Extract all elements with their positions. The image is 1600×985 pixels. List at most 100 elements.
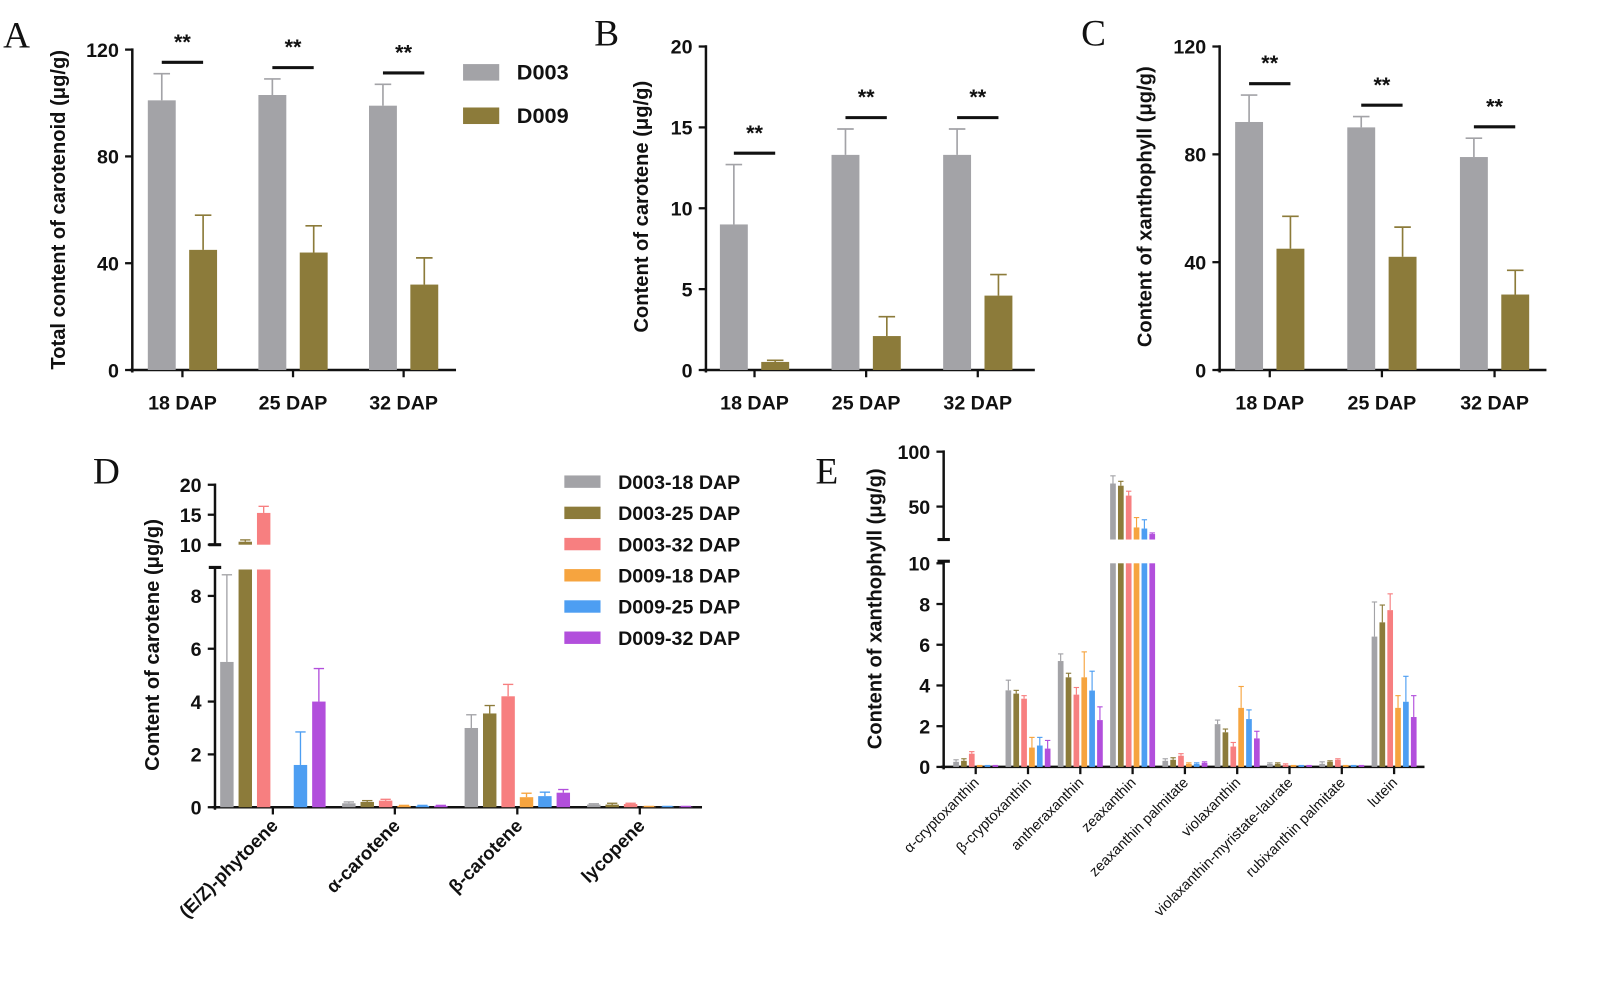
bar-d003-25-dap — [258, 95, 287, 371]
x-tick-label: 32 DAP — [1460, 392, 1529, 414]
significance-label: ** — [395, 40, 412, 65]
bar-d003-18-dap-zeaxanthin — [1110, 483, 1116, 540]
bar-d009-32-dap-zeaxanthin — [1149, 563, 1156, 767]
bar-d003-18-dap-carotene — [342, 803, 356, 808]
x-tick-label: rubixanthin palmitate — [1243, 775, 1349, 881]
bar-d003-32-dap-e-z-phytoene — [256, 512, 271, 545]
bar-d003-25-dap-carotene — [483, 713, 497, 808]
significance-label: ** — [858, 84, 875, 109]
bar-d009-18-dap — [761, 361, 790, 371]
legend-swatch-d009 — [463, 107, 500, 125]
bar-d009-25-dap-lutein — [1403, 701, 1409, 767]
y-axis-title: Content of xanthophyll (μg/g) — [1134, 66, 1156, 347]
bar-d003-32-dap-violaxanthin — [1230, 746, 1237, 767]
legend-swatch-d003-18-dap — [564, 475, 601, 488]
legend-label-d009-25-dap: D009-25 DAP — [618, 597, 740, 619]
y-tick-label: 15 — [671, 118, 693, 140]
bar-d009-32-dap-cryptoxanthin — [992, 765, 999, 767]
bar-d003-18-dap-antheraxanthin — [1057, 661, 1064, 767]
y-tick-label: 2 — [919, 716, 930, 738]
bar-d003-25-dap-cryptoxanthin — [961, 760, 967, 767]
y-tick-label: 2 — [191, 745, 202, 767]
bar-d009-25-dap-e-z-phytoene — [293, 764, 308, 808]
bar-d003-32-dap-e-z-phytoene — [256, 569, 271, 808]
y-tick-label: 80 — [97, 147, 119, 169]
bar-d003-32-dap — [943, 154, 972, 371]
bar-d003-32-dap-zeaxanthin-palmitate — [1178, 755, 1184, 767]
bar-d003-18-dap-zeaxanthin-palmitate — [1162, 760, 1169, 767]
bar-d003-32-dap-antheraxanthin — [1073, 694, 1080, 767]
significance-label: ** — [1486, 93, 1503, 118]
bar-d009-25-dap-carotene — [538, 796, 552, 808]
y-tick-label: 0 — [919, 757, 930, 779]
bar-d003-25-dap-e-z-phytoene — [238, 569, 252, 808]
bar-d003-25-dap-e-z-phytoene — [238, 541, 252, 545]
x-tick-label: zeaxanthin palmitate — [1087, 775, 1192, 880]
bar-d009-18-dap-violaxanthin-myristate-laurate — [1290, 765, 1297, 767]
legend: D003-18 DAP D003-25 DAP D003-32 DAP D009-18… — [564, 472, 740, 650]
bar-d003-18-dap-violaxanthin — [1214, 724, 1221, 767]
bar-d009-25-dap-violaxanthin — [1246, 719, 1252, 767]
bar-d003-25-dap-zeaxanthin-palmitate — [1170, 759, 1176, 767]
bar-d009-18-dap-antheraxanthin — [1081, 677, 1088, 767]
bar-d009-32-dap-lutein — [1410, 717, 1417, 767]
bar-d003-32-dap — [368, 105, 397, 371]
x-tick-label: 25 DAP — [1348, 392, 1417, 414]
bar-d009-18-dap-carotene — [397, 805, 411, 808]
bar-d009-18-dap-zeaxanthin — [1133, 563, 1140, 767]
bar-d009-32-dap — [1501, 294, 1530, 371]
significance-label: ** — [285, 34, 302, 59]
bar-d009-25-dap-rubixanthin-palmitate — [1350, 765, 1357, 767]
y-tick-label: 0 — [191, 797, 202, 819]
y-tick-label: 4 — [919, 676, 930, 698]
bar-d003-18-dap-cryptoxanthin — [1005, 690, 1012, 767]
significance-label: ** — [746, 120, 763, 145]
bar-d009-32-dap — [984, 295, 1013, 371]
panel-a: A 0 40 80 120 Total content of carotenoid (μg… — [3, 16, 569, 415]
panel-e: E 0 2 4 6 8 10 50 100 Content of xanthophyll (μg/… — [816, 442, 1425, 920]
panel-d: D 0 2 4 6 8 10 15 20 Content of carotene (μg/g) (E… — [93, 452, 740, 922]
y-tick-label: 80 — [1184, 145, 1206, 167]
y-tick-label: 10 — [180, 535, 202, 557]
legend-swatch-d003-32-dap — [564, 537, 601, 551]
y-axis-title: Content of carotene (μg/g) — [142, 519, 164, 771]
bar-d003-18-dap-lycopene — [587, 804, 601, 808]
panel-letter: A — [3, 16, 30, 57]
bar-d003-25-dap-violaxanthin — [1222, 732, 1229, 767]
legend-swatch-d003 — [463, 64, 500, 81]
bar-d009-25-dap-violaxanthin-myristate-laurate — [1298, 765, 1305, 767]
legend-label-d009-32-dap: D009-32 DAP — [618, 628, 740, 650]
y-tick-label: 120 — [1173, 37, 1206, 59]
y-tick-label: 4 — [191, 692, 202, 714]
x-tick-label: 32 DAP — [943, 392, 1012, 414]
legend-swatch-d003-25-dap — [564, 506, 601, 520]
bar-d003-32-dap-cryptoxanthin — [968, 753, 975, 767]
bar-d003-18-dap — [147, 100, 176, 371]
bar-d009-32-dap-violaxanthin-myristate-laurate — [1306, 765, 1312, 767]
y-axis-title: Content of carotene (μg/g) — [631, 81, 653, 333]
y-tick-label: 40 — [1184, 252, 1206, 274]
bar-d009-32-dap-violaxanthin — [1253, 738, 1260, 767]
y-axis-title: Content of xanthophyll (μg/g) — [865, 468, 887, 749]
panel-letter: C — [1081, 13, 1106, 54]
y-tick-label: 8 — [919, 594, 930, 616]
bar-d009-32-dap-carotene — [556, 792, 571, 808]
bar-d009-32-dap-antheraxanthin — [1097, 720, 1103, 767]
bar-d003-18-dap — [719, 224, 748, 371]
bar-d003-25-dap — [831, 154, 860, 371]
x-tick-label: 18 DAP — [148, 392, 217, 414]
x-tick-label: 18 DAP — [720, 392, 789, 414]
bar-d003-25-dap-violaxanthin-myristate-laurate — [1274, 763, 1281, 767]
bar-d009-18-dap-cryptoxanthin — [976, 765, 983, 767]
bar-d009-32-dap-zeaxanthin — [1149, 534, 1156, 540]
bar-d009-25-dap-cryptoxanthin — [984, 765, 991, 767]
bar-d003-25-dap-zeaxanthin — [1117, 563, 1124, 767]
bar-d009-25-dap-antheraxanthin — [1089, 690, 1095, 767]
y-tick-label: 120 — [86, 40, 119, 62]
bar-d003-32-dap-violaxanthin-myristate-laurate — [1282, 764, 1289, 767]
bar-d009-32-dap — [410, 284, 439, 371]
bar-d003-25-dap-zeaxanthin — [1117, 485, 1124, 540]
bar-d009-18-dap-zeaxanthin-palmitate — [1185, 763, 1192, 767]
x-tick-label: lutein — [1365, 775, 1401, 811]
